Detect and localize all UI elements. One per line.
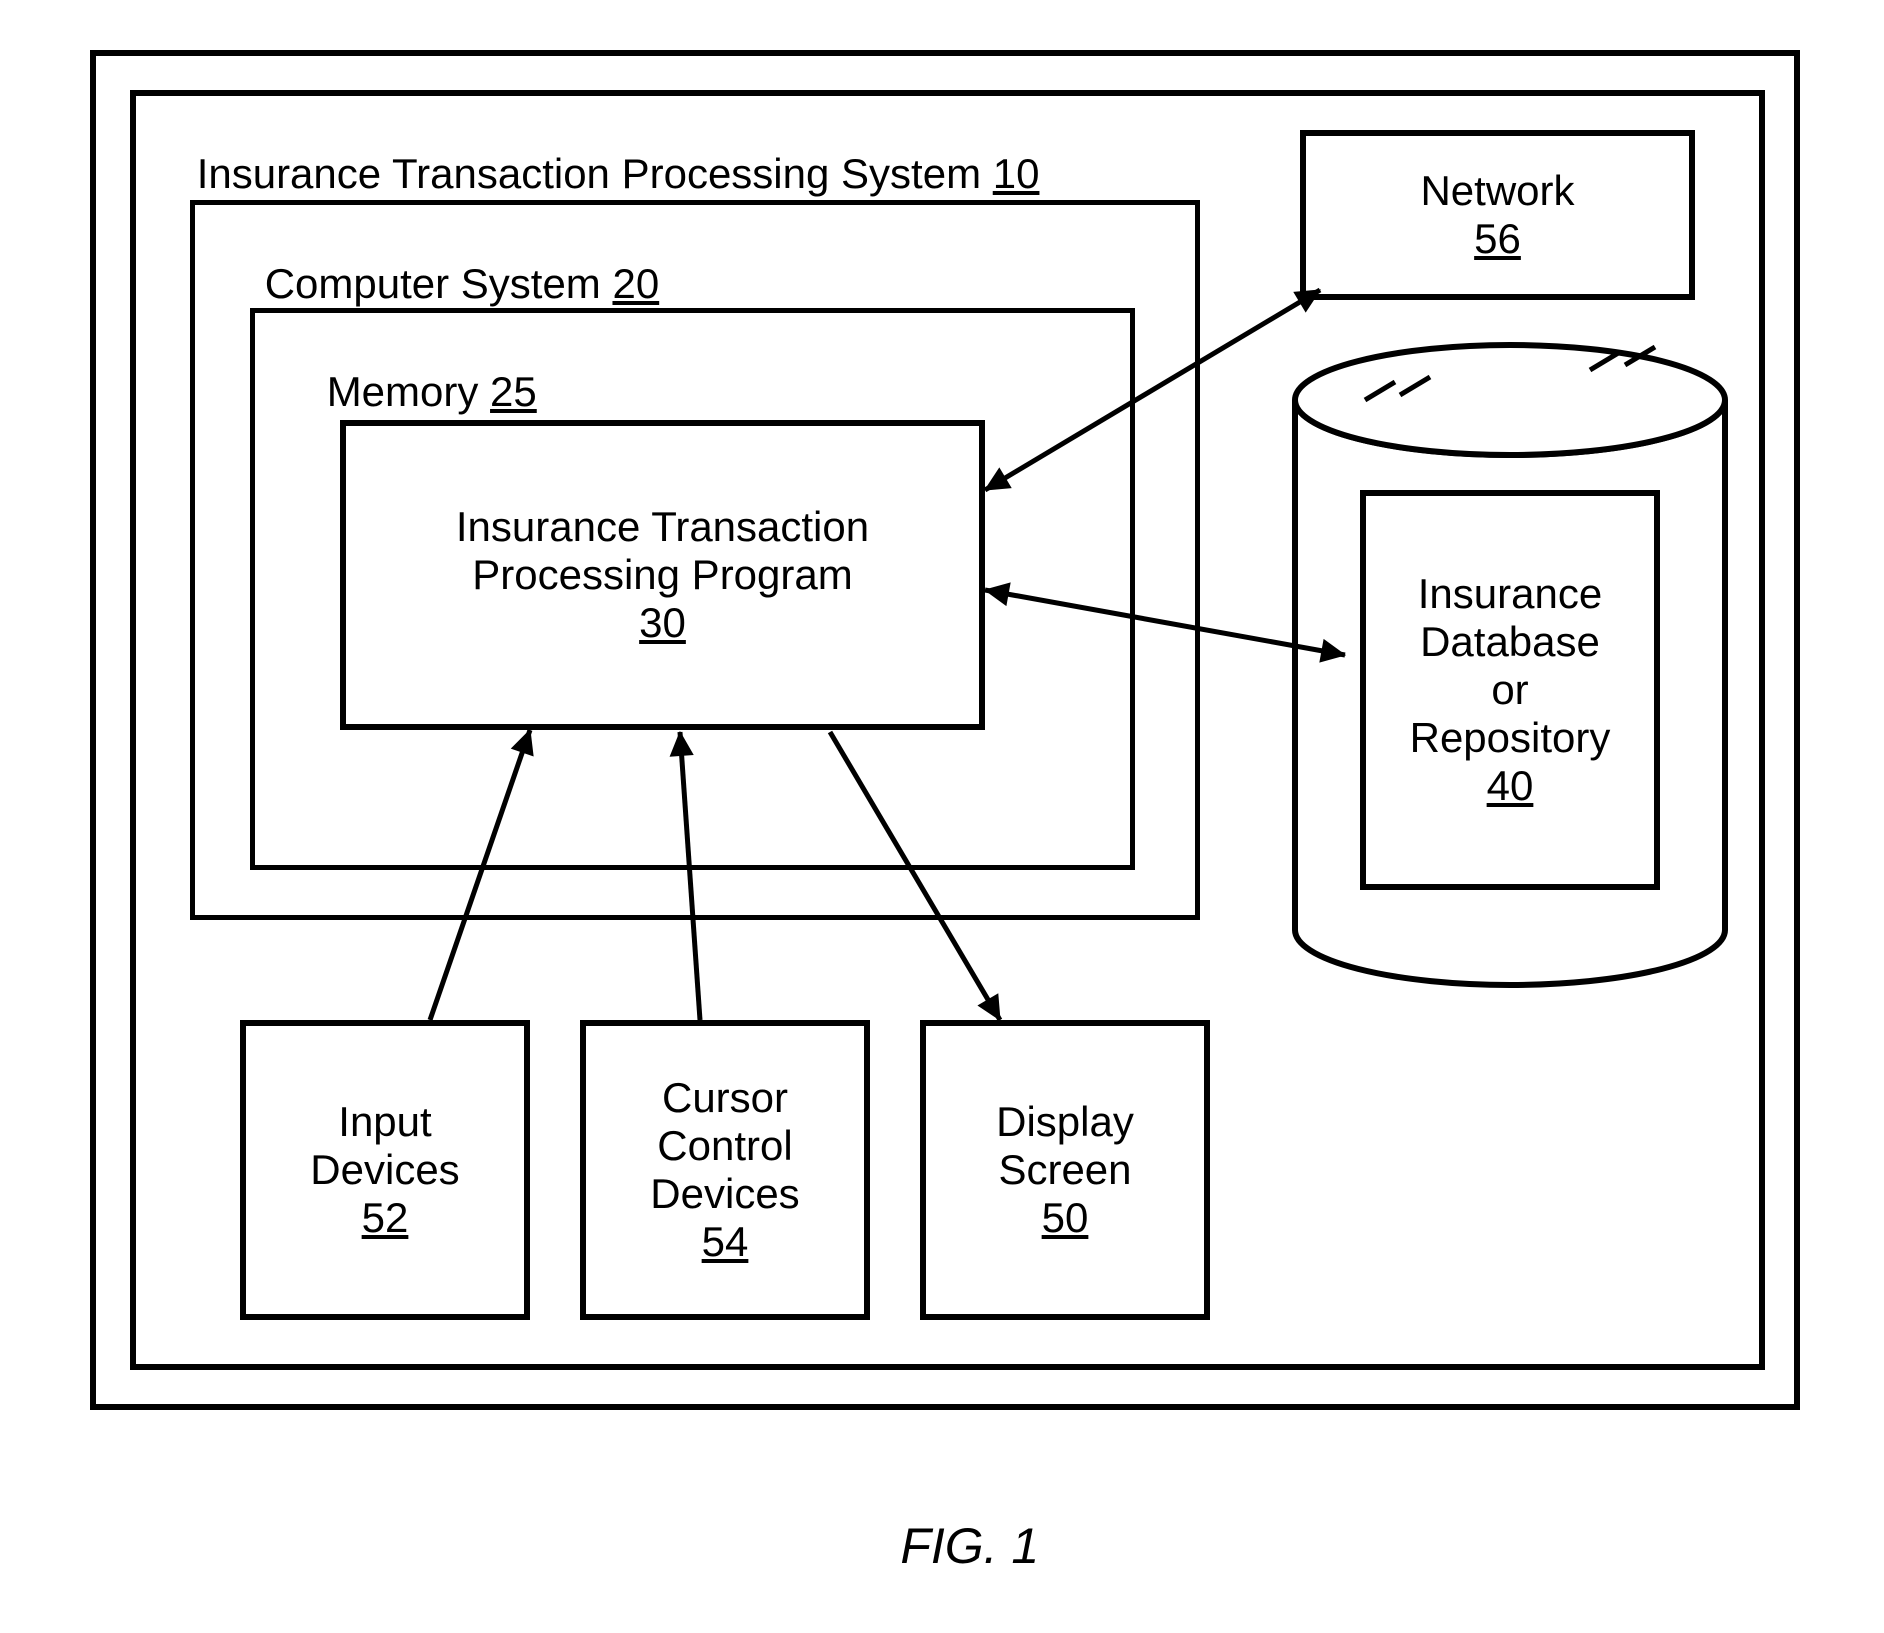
cursor-line3: Devices [650,1170,799,1218]
display-screen-box: Display Screen 50 [920,1020,1210,1320]
input-num: 52 [362,1194,409,1242]
database-box: Insurance Database or Repository 40 [1360,490,1660,890]
db-line4: Repository [1410,714,1611,762]
db-line3: or [1491,666,1528,714]
cursor-line2: Control [657,1122,792,1170]
cursor-num: 54 [702,1218,749,1266]
cursor-control-box: Cursor Control Devices 54 [580,1020,870,1320]
display-line1: Display [996,1098,1134,1146]
cursor-line1: Cursor [662,1074,788,1122]
input-devices-box: Input Devices 52 [240,1020,530,1320]
input-line2: Devices [310,1146,459,1194]
db-line1: Insurance [1418,570,1602,618]
display-num: 50 [1042,1194,1089,1242]
figure-caption: FIG. 1 [0,1460,1884,1633]
diagram-stage: Insurance Transaction Processing System … [0,0,1884,1588]
display-line2: Screen [998,1146,1131,1194]
input-line1: Input [338,1098,431,1146]
db-num: 40 [1487,762,1534,810]
db-line2: Database [1420,618,1600,666]
figure-caption-text: FIG. 1 [900,1518,1039,1574]
